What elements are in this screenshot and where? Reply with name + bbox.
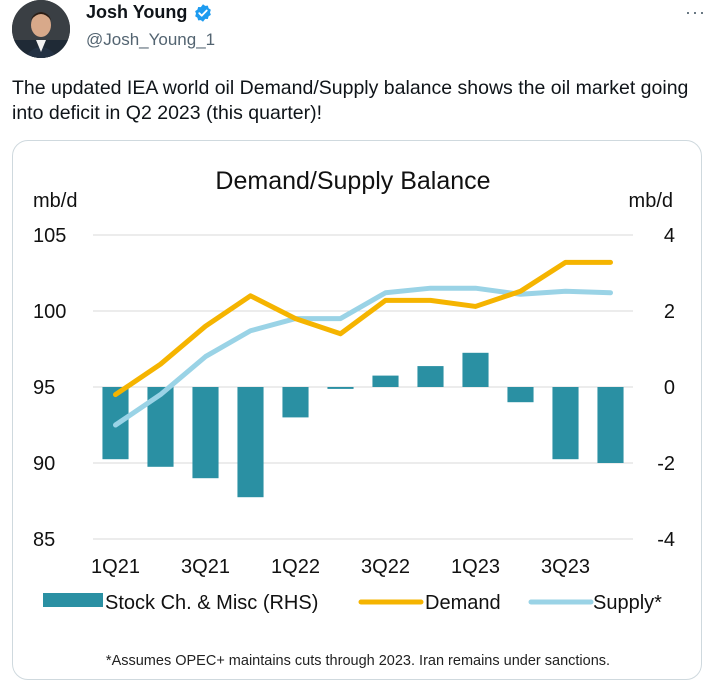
stock-change-bar	[192, 387, 219, 479]
left-tick-label: 90	[33, 453, 55, 475]
author-name[interactable]: Josh Young	[86, 2, 213, 23]
left-tick-label: 100	[33, 301, 66, 323]
stock-change-bar	[237, 387, 264, 498]
x-tick-label: 3Q21	[181, 556, 230, 578]
right-tick-label: 2	[664, 301, 675, 323]
tweet-text: The updated IEA world oil Demand/Supply …	[12, 77, 689, 124]
verified-badge-icon	[195, 3, 212, 22]
right-tick-label: -4	[657, 529, 675, 551]
stock-change-bar	[552, 387, 579, 460]
chart-image[interactable]: Demand/Supply Balance mb/d mb/d 105 100 95…	[12, 140, 702, 680]
legend-label-demand: Demand	[425, 592, 501, 614]
x-tick-label: 1Q22	[271, 556, 320, 578]
stock-change-bar	[327, 387, 354, 389]
stock-change-bar	[417, 366, 444, 387]
author-handle[interactable]: @Josh_Young_1	[86, 30, 216, 49]
right-tick-label: 0	[664, 377, 675, 399]
chart-footnote: *Assumes OPEC+ maintains cuts through 20…	[106, 653, 610, 669]
legend-label-supply: Supply*	[593, 592, 662, 614]
right-tick-label: 4	[664, 225, 675, 247]
left-unit-label: mb/d	[33, 190, 77, 212]
avatar[interactable]	[12, 0, 70, 58]
stock-change-bar	[462, 352, 489, 387]
stock-change-bar	[507, 387, 534, 403]
stock-change-bar	[282, 387, 309, 418]
right-tick-label: -2	[657, 453, 675, 475]
demand-line	[113, 259, 613, 398]
author-name-text[interactable]: Josh Young	[86, 2, 188, 22]
stock-change-bar	[372, 375, 399, 387]
legend-label-stock: Stock Ch. & Misc (RHS)	[105, 592, 318, 614]
left-tick-label: 95	[33, 377, 55, 399]
x-tick-label: 3Q23	[541, 556, 590, 578]
more-options-icon[interactable]: ···	[685, 2, 706, 22]
x-tick-label: 1Q23	[451, 556, 500, 578]
x-tick-label: 1Q21	[91, 556, 140, 578]
left-tick-label: 105	[33, 225, 66, 247]
legend-swatch-stock	[43, 593, 103, 607]
supply-line	[113, 285, 613, 428]
x-tick-label: 3Q22	[361, 556, 410, 578]
stock-change-bar	[597, 387, 624, 463]
left-tick-label: 85	[33, 529, 55, 551]
right-unit-label: mb/d	[629, 190, 673, 212]
chart-svg: Demand/Supply Balance mb/d mb/d 105 100 95…	[33, 167, 675, 669]
chart-title: Demand/Supply Balance	[215, 167, 490, 195]
